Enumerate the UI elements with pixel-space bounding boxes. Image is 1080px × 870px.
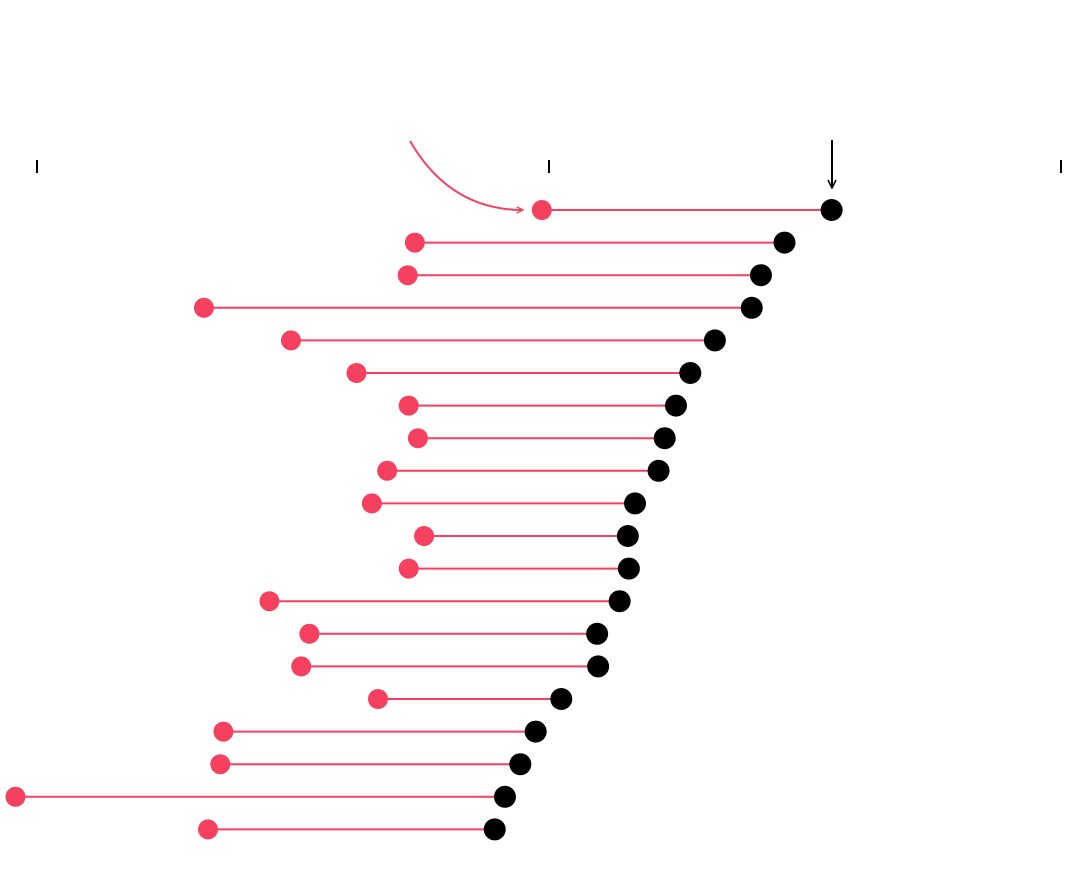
start-dot — [367, 689, 388, 709]
end-dot — [679, 362, 702, 384]
start-dot — [398, 558, 419, 579]
end-dot — [586, 622, 609, 645]
start-dot — [531, 200, 552, 220]
end-dot — [703, 329, 726, 352]
start-dot — [377, 460, 398, 481]
end-dot — [617, 557, 640, 580]
end-dot — [647, 459, 670, 482]
start-dot — [397, 265, 418, 286]
end-dot — [608, 590, 631, 613]
end-dot — [624, 492, 647, 515]
end-dot — [740, 296, 763, 319]
start-dot — [361, 493, 382, 514]
start-dot — [259, 591, 280, 612]
start-dot — [346, 363, 367, 383]
end-dot — [616, 525, 639, 547]
start-dot — [210, 754, 231, 775]
end-dot — [483, 818, 506, 841]
end-dot — [773, 231, 796, 254]
start-dot — [193, 297, 214, 318]
start-dot — [291, 656, 312, 677]
end-dot — [820, 199, 843, 221]
annotation-arrow — [409, 140, 523, 210]
end-dot — [524, 720, 547, 743]
start-dot — [299, 623, 320, 644]
start-dot — [398, 395, 419, 416]
start-dot — [280, 330, 301, 351]
start-dot — [5, 786, 26, 807]
end-dot — [550, 688, 573, 710]
start-dot — [414, 526, 435, 546]
end-dot — [653, 427, 676, 450]
end-dot — [493, 785, 516, 808]
start-dot — [213, 721, 234, 742]
start-dot — [198, 819, 219, 840]
end-dot — [509, 753, 532, 776]
end-dot — [664, 394, 687, 417]
start-dot — [404, 232, 425, 253]
end-dot — [749, 264, 772, 287]
start-dot — [407, 428, 428, 449]
end-dot — [587, 655, 610, 678]
